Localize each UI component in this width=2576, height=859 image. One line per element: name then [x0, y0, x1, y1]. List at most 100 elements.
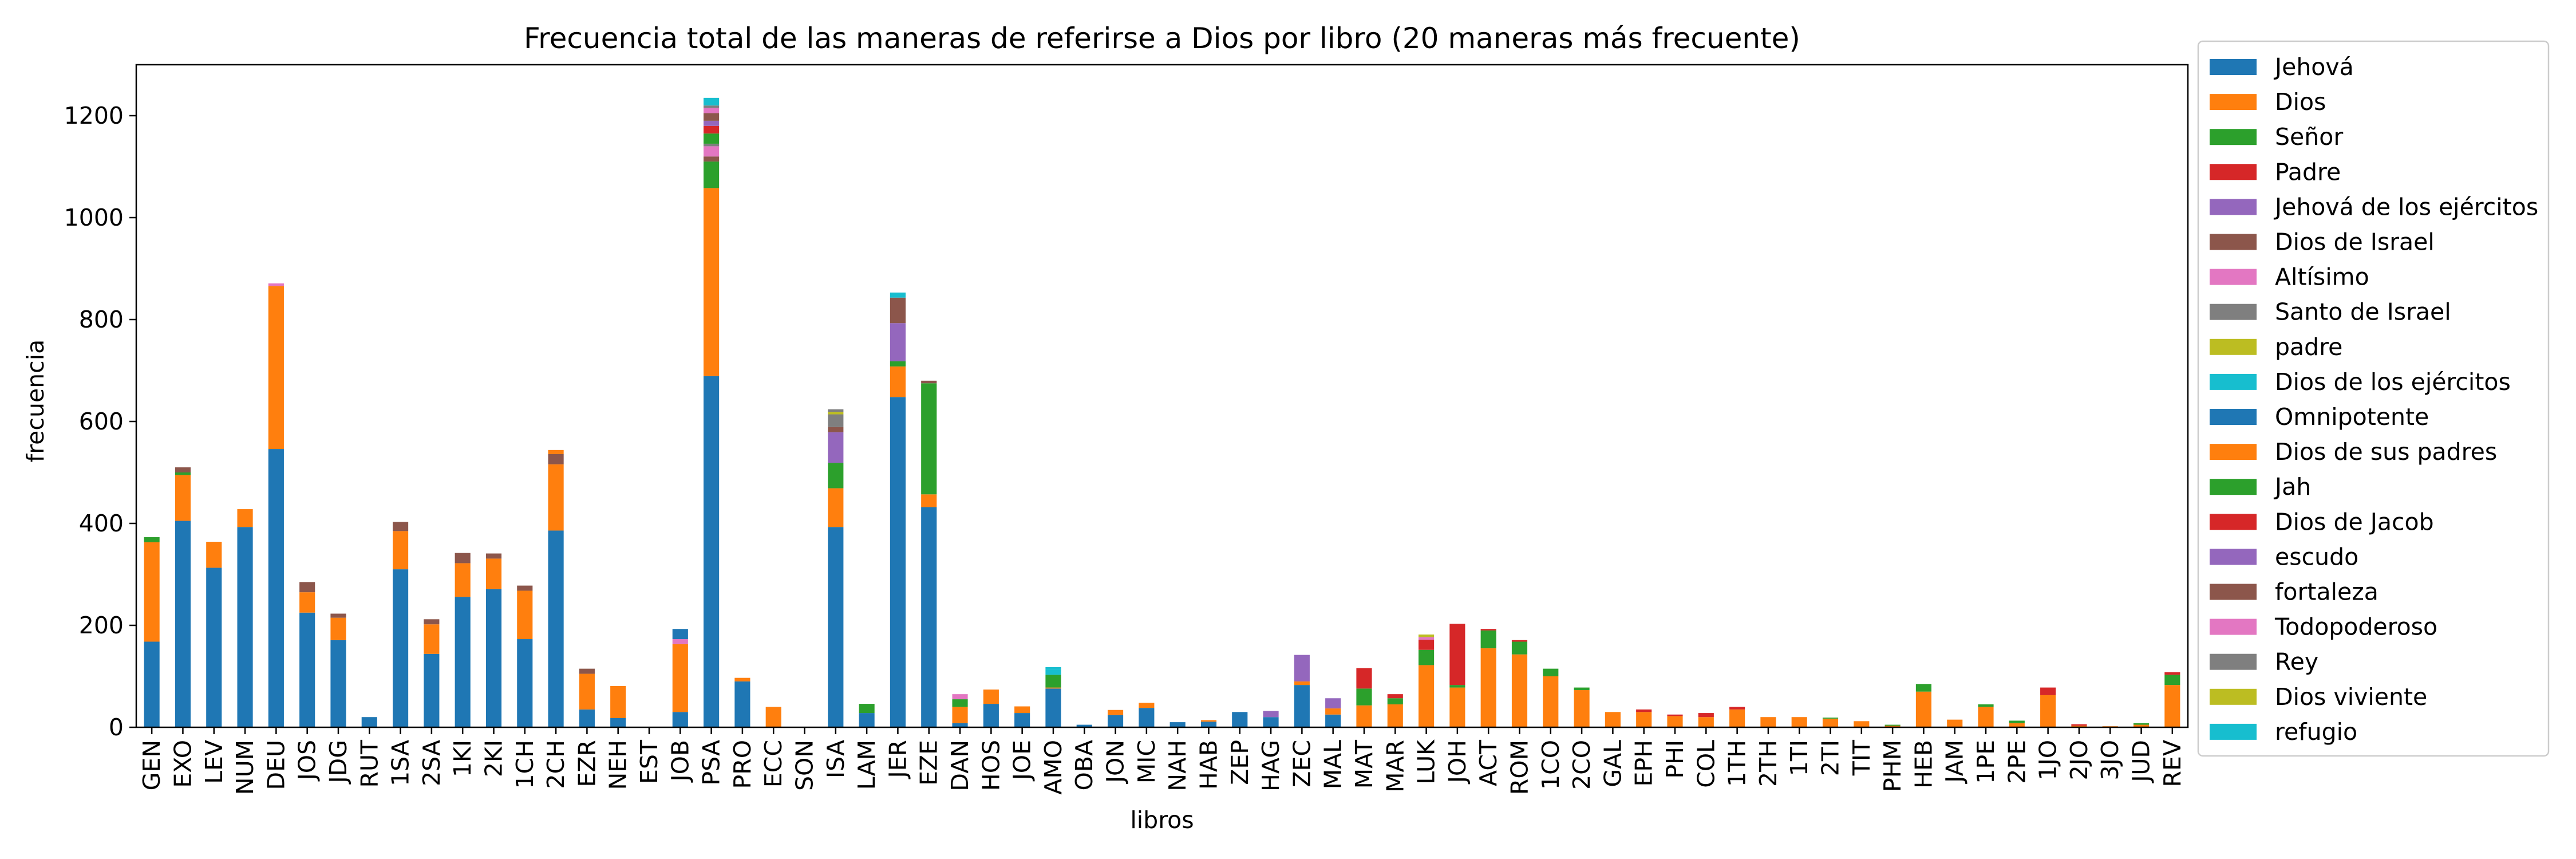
- bar-segment: [921, 494, 937, 507]
- x-tick-label: HAB: [1195, 740, 1222, 790]
- bar-segment: [1419, 639, 1435, 650]
- bar-segment: [890, 297, 906, 324]
- x-tick-label: 2CO: [1568, 740, 1595, 790]
- x-tick-label: JUD: [2128, 740, 2155, 784]
- x-tick-label: HEB: [1910, 740, 1937, 789]
- bar-segment: [517, 585, 533, 591]
- x-tick-label: JAM: [1941, 740, 1969, 785]
- x-tick-label: EXO: [169, 740, 196, 788]
- bar-segment: [1449, 687, 1465, 727]
- bar-segment: [704, 105, 720, 108]
- x-tick-label: ACT: [1475, 739, 1502, 786]
- bar-segment: [455, 553, 471, 564]
- legend-label: Dios de sus padres: [2275, 438, 2497, 466]
- bar-segment: [1729, 707, 1745, 710]
- bar-segment: [2133, 723, 2150, 725]
- bar-segment: [672, 712, 688, 727]
- bar-segment: [2071, 724, 2087, 726]
- bar-segment: [1139, 708, 1155, 727]
- bar-segment: [1791, 717, 1807, 727]
- bar-segment: [952, 707, 968, 723]
- bar-segment: [1822, 718, 1839, 719]
- bar-segment: [1449, 624, 1465, 685]
- bar-segment: [548, 530, 564, 727]
- legend-label: refugio: [2275, 718, 2357, 746]
- bar-segment: [175, 472, 191, 475]
- bar-segment: [1915, 691, 1931, 727]
- legend-box: [2197, 40, 2550, 757]
- x-tick-label: ZEP: [1226, 740, 1254, 785]
- x-tick-label: HOS: [977, 740, 1005, 791]
- bar-segment: [734, 677, 750, 681]
- legend-label: Jehová de los ejércitos: [2273, 193, 2538, 220]
- bar-segment: [1325, 708, 1341, 715]
- x-tick-label: 1TH: [1724, 740, 1751, 787]
- x-tick-label: ISA: [822, 740, 850, 778]
- bar-segment: [890, 361, 906, 367]
- x-axis-label: libros: [1130, 806, 1194, 834]
- bar-segment: [485, 553, 502, 559]
- bar-segment: [268, 283, 284, 286]
- bar-segment: [1045, 688, 1061, 727]
- bar-segment: [1480, 648, 1496, 727]
- bar-segment: [1170, 722, 1186, 727]
- legend-label: padre: [2275, 333, 2342, 361]
- bar-segment: [610, 718, 626, 727]
- legend-swatch: [2210, 269, 2257, 285]
- bar-segment: [704, 376, 720, 727]
- bar-segment: [455, 597, 471, 727]
- legend-label: Santo de Israel: [2275, 298, 2451, 326]
- bar-segment: [1698, 713, 1714, 718]
- bar-segment: [548, 464, 564, 531]
- bar-segment: [1511, 640, 1528, 642]
- x-tick-label: NEH: [605, 740, 632, 790]
- bar-segment: [1480, 629, 1496, 631]
- bar-segment: [1356, 688, 1372, 706]
- bar-segment: [1729, 709, 1745, 727]
- bar-segment: [1387, 704, 1403, 727]
- bar-segment: [1915, 684, 1931, 692]
- bar-segment: [424, 624, 440, 654]
- bar-segment: [1356, 668, 1372, 689]
- x-tick-label: TIT: [1848, 739, 1875, 776]
- y-tick-label: 0: [109, 714, 124, 741]
- bar-segment: [268, 449, 284, 727]
- x-tick-label: HAG: [1257, 740, 1285, 791]
- bar-segment: [1325, 698, 1341, 709]
- legend-label: Omnipotente: [2275, 403, 2429, 431]
- bar-segment: [268, 286, 284, 450]
- bar-segment: [704, 108, 720, 113]
- bar-segment: [1511, 641, 1528, 655]
- bar-segment: [579, 668, 595, 674]
- bar-segment: [1045, 669, 1061, 675]
- bar-segment: [1045, 675, 1061, 688]
- bar-segment: [393, 569, 409, 727]
- bar-segment: [828, 488, 844, 527]
- bar-segment: [734, 681, 750, 727]
- bar-segment: [1636, 712, 1652, 727]
- bar-segment: [1014, 706, 1030, 714]
- bar-segment: [704, 125, 720, 134]
- x-tick-label: 2PE: [2003, 740, 2030, 784]
- legend-swatch: [2210, 409, 2257, 425]
- bar-segment: [1449, 685, 1465, 688]
- legend-label: Dios de los ejércitos: [2275, 368, 2511, 396]
- x-tick-label: 1PE: [1972, 740, 2000, 784]
- bar-segment: [1854, 721, 1870, 727]
- x-tick-label: OBA: [1070, 740, 1098, 790]
- bar-segment: [1978, 704, 1994, 707]
- x-tick-label: LEV: [200, 740, 228, 784]
- bar-segment: [1543, 668, 1559, 676]
- x-tick-label: JOH: [1444, 740, 1471, 785]
- x-tick-label: 1CH: [511, 740, 539, 789]
- bar-segment: [517, 590, 533, 640]
- bar-segment: [1574, 690, 1590, 727]
- legend-label: Dios viviente: [2275, 683, 2427, 711]
- x-tick-label: 3JO: [2096, 740, 2124, 780]
- legend-label: escudo: [2275, 543, 2358, 570]
- bar-segment: [952, 723, 968, 727]
- x-tick-label: ECC: [760, 740, 787, 787]
- bar-segment: [983, 689, 999, 704]
- bar-segment: [1014, 713, 1030, 727]
